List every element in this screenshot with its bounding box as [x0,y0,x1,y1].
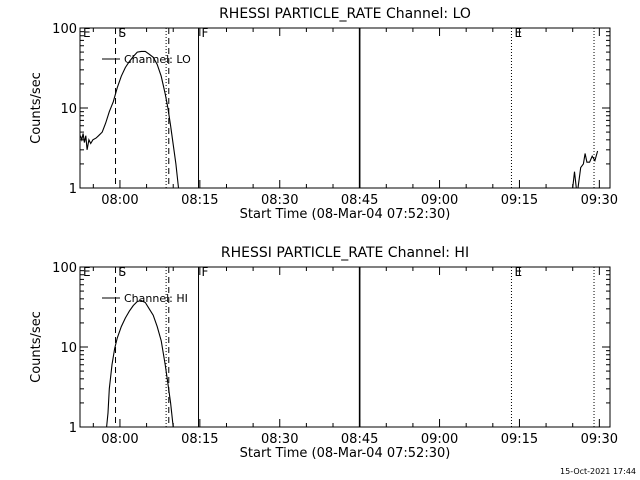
x-tick-label: 08:45 [341,193,378,208]
x-tick-label: 08:15 [181,432,218,447]
x-tick-label: 08:30 [261,432,298,447]
chart-panel-hi: RHESSI PARTICLE_RATE Channel: HI Counts/s… [29,245,618,461]
flag-marker-label: F [202,26,209,40]
x-tick-label: 08:30 [261,193,298,208]
y-tick-label: 100 [52,261,77,276]
legend-label: Channel: HI [124,292,188,305]
x-tick-label: 08:00 [101,193,138,208]
flag-marker-label: E [514,26,522,40]
y-tick-label: 10 [60,341,77,356]
plot-frame [79,27,611,189]
x-axis-label: Start Time (08-Mar-04 07:52:30) [240,207,451,222]
x-tick-label: 08:00 [101,432,138,447]
y-tick-label: 10 [60,102,77,117]
series-line-lo [572,171,577,189]
x-tick-label: 09:00 [421,432,458,447]
y-axis-label: Counts/sec [29,311,44,383]
x-tick-label: 09:30 [581,432,618,447]
plot-frame [79,266,611,428]
x-tick-label: 09:15 [501,432,538,447]
flag-marker-label: S [119,26,127,40]
flag-marker-label: F [202,265,209,279]
x-tick-label: 09:30 [581,193,618,208]
y-tick-label: 100 [52,22,77,37]
chart-title: RHESSI PARTICLE_RATE Channel: LO [219,6,471,22]
y-tick-label: 1 [69,182,77,197]
series-line-lo [577,150,599,189]
x-tick-label: 09:15 [501,193,538,208]
flag-marker-label: E [514,265,522,279]
legend-label: Channel: LO [124,53,191,66]
series-line-lo [79,50,180,189]
y-axis-label: Counts/sec [29,72,44,144]
flag-marker-label: S [119,265,127,279]
x-tick-label: 08:45 [341,432,378,447]
footer-timestamp: 15-Oct-2021 17:44 [560,467,636,476]
x-tick-label: 09:00 [421,193,458,208]
series-line-hi [106,300,174,428]
flag-marker-label: E [83,26,91,40]
chart-panel-lo: RHESSI PARTICLE_RATE Channel: LO Counts/s… [29,6,618,222]
x-axis-label: Start Time (08-Mar-04 07:52:30) [240,446,451,461]
chart-title: RHESSI PARTICLE_RATE Channel: HI [221,245,469,261]
y-tick-label: 1 [69,421,77,436]
flag-marker-label: E [83,265,91,279]
x-tick-label: 08:15 [181,193,218,208]
